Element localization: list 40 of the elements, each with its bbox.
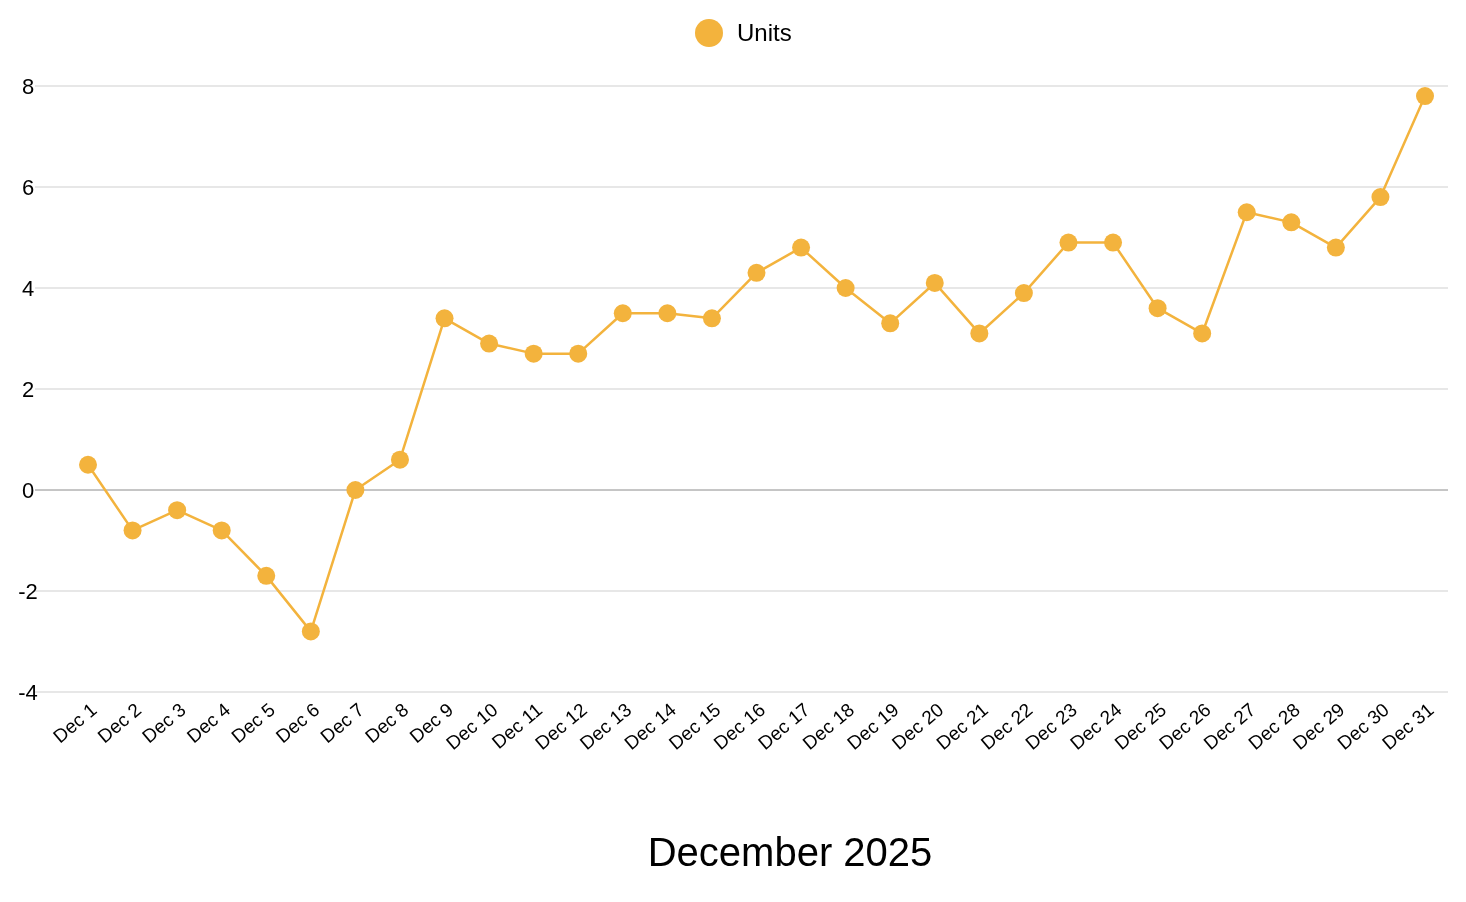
point (613, 304, 632, 323)
point (480, 334, 499, 353)
point (79, 455, 97, 474)
point (1104, 233, 1123, 252)
y-tick-label: 2 (21, 376, 35, 402)
point (435, 309, 454, 328)
point (658, 304, 677, 323)
y-tick-label: 6 (21, 174, 35, 200)
point (747, 263, 766, 282)
point (881, 314, 900, 333)
point (702, 309, 721, 328)
point (1014, 284, 1033, 303)
point (792, 238, 811, 257)
point (168, 501, 187, 520)
point (1148, 299, 1167, 318)
y-tick-label: 8 (21, 73, 35, 99)
point (212, 521, 231, 540)
x-axis-title: December 2025 (647, 830, 933, 874)
y-tick-label: 4 (21, 275, 35, 301)
point (1416, 87, 1434, 106)
point (1237, 203, 1256, 222)
y-tick-label: -4 (18, 679, 38, 705)
point (569, 344, 588, 363)
legend-label: Units (737, 19, 792, 47)
point (1193, 324, 1212, 343)
point (1282, 213, 1301, 232)
point (301, 622, 320, 641)
point (1059, 233, 1078, 252)
y-tick-label: -2 (18, 578, 38, 604)
point (1371, 188, 1390, 207)
point (836, 279, 855, 297)
y-tick-label: 0 (21, 477, 35, 503)
point (1326, 238, 1345, 257)
point (970, 324, 989, 343)
point (123, 521, 142, 540)
point (346, 481, 365, 499)
point (524, 344, 543, 363)
point (390, 450, 409, 469)
point (257, 566, 276, 585)
point (925, 273, 944, 292)
